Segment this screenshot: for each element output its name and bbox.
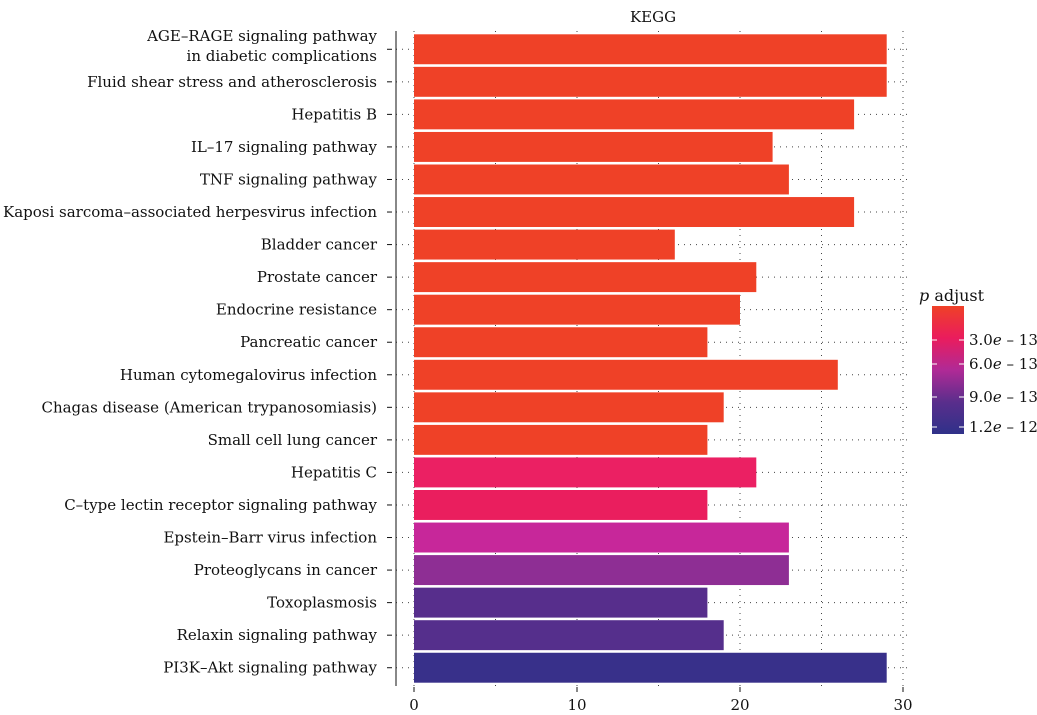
category-label: Chagas disease (American trypanosomiasis… — [41, 398, 377, 416]
category-label: TNF signaling pathway — [200, 170, 378, 188]
bar — [414, 555, 789, 586]
bar — [414, 164, 789, 195]
bar — [414, 652, 887, 683]
category-label: Bladder cancer — [261, 236, 378, 254]
category-label: Hepatitis C — [291, 463, 377, 481]
legend-label: 3.0e – 13 — [969, 331, 1037, 349]
legend-colorbar — [932, 306, 964, 434]
bar — [414, 392, 724, 423]
bar — [414, 359, 838, 390]
legend-label: 6.0e – 13 — [969, 355, 1037, 373]
bar — [414, 66, 887, 97]
category-label: Relaxin signaling pathway — [177, 626, 378, 644]
category-labels: AGE–RAGE signaling pathway in diabetic co… — [3, 27, 397, 686]
bar — [414, 229, 675, 260]
category-label: Small cell lung cancer — [208, 431, 378, 449]
bar — [414, 457, 757, 488]
bar — [414, 131, 773, 162]
category-label: Hepatitis B — [291, 105, 377, 123]
x-tick-label: 10 — [567, 696, 586, 714]
category-label: Endocrine resistance — [216, 301, 377, 319]
category-label: Toxoplasmosis — [267, 594, 377, 612]
legend: p adjust 3.0e – 13 6.0e – 13 9.0e – 13 1.2e … — [919, 286, 1037, 436]
bar — [414, 490, 708, 520]
bar — [414, 327, 708, 358]
x-axis: 0 10 20 30 — [409, 687, 913, 714]
bar — [414, 620, 724, 651]
category-label: Pancreatic cancer — [240, 333, 378, 351]
category-label: Human cytomegalovirus infection — [120, 366, 377, 384]
bar — [414, 587, 708, 618]
legend-title: p adjust — [919, 286, 985, 305]
category-label: PI3K–Akt signaling pathway — [163, 659, 377, 677]
x-tick-label: 0 — [409, 696, 419, 714]
bar — [414, 99, 855, 130]
category-label: AGE–RAGE signaling pathway in diabetic co… — [146, 27, 377, 65]
category-label: IL–17 signaling pathway — [191, 138, 378, 156]
bar — [414, 197, 855, 227]
legend-label: 1.2e – 12 — [969, 418, 1037, 436]
category-label: C–type lectin receptor signaling pathway — [64, 496, 377, 514]
category-label: Fluid shear stress and atherosclerosis — [87, 73, 377, 91]
category-label: Kaposi sarcoma–associated herpesvirus in… — [3, 203, 377, 221]
category-label: Proteoglycans in cancer — [194, 561, 378, 579]
bar — [414, 262, 757, 293]
category-label: Prostate cancer — [257, 268, 378, 286]
bar — [414, 34, 887, 65]
legend-label: 9.0e – 13 — [969, 388, 1037, 406]
x-tick-label: 20 — [730, 696, 749, 714]
bar — [414, 294, 740, 325]
bar — [414, 424, 708, 455]
chart-title: KEGG — [630, 8, 676, 26]
x-tick-label: 30 — [893, 696, 912, 714]
bar — [414, 522, 789, 553]
bars — [414, 34, 887, 683]
category-label: Epstein–Barr virus infection — [163, 529, 377, 547]
